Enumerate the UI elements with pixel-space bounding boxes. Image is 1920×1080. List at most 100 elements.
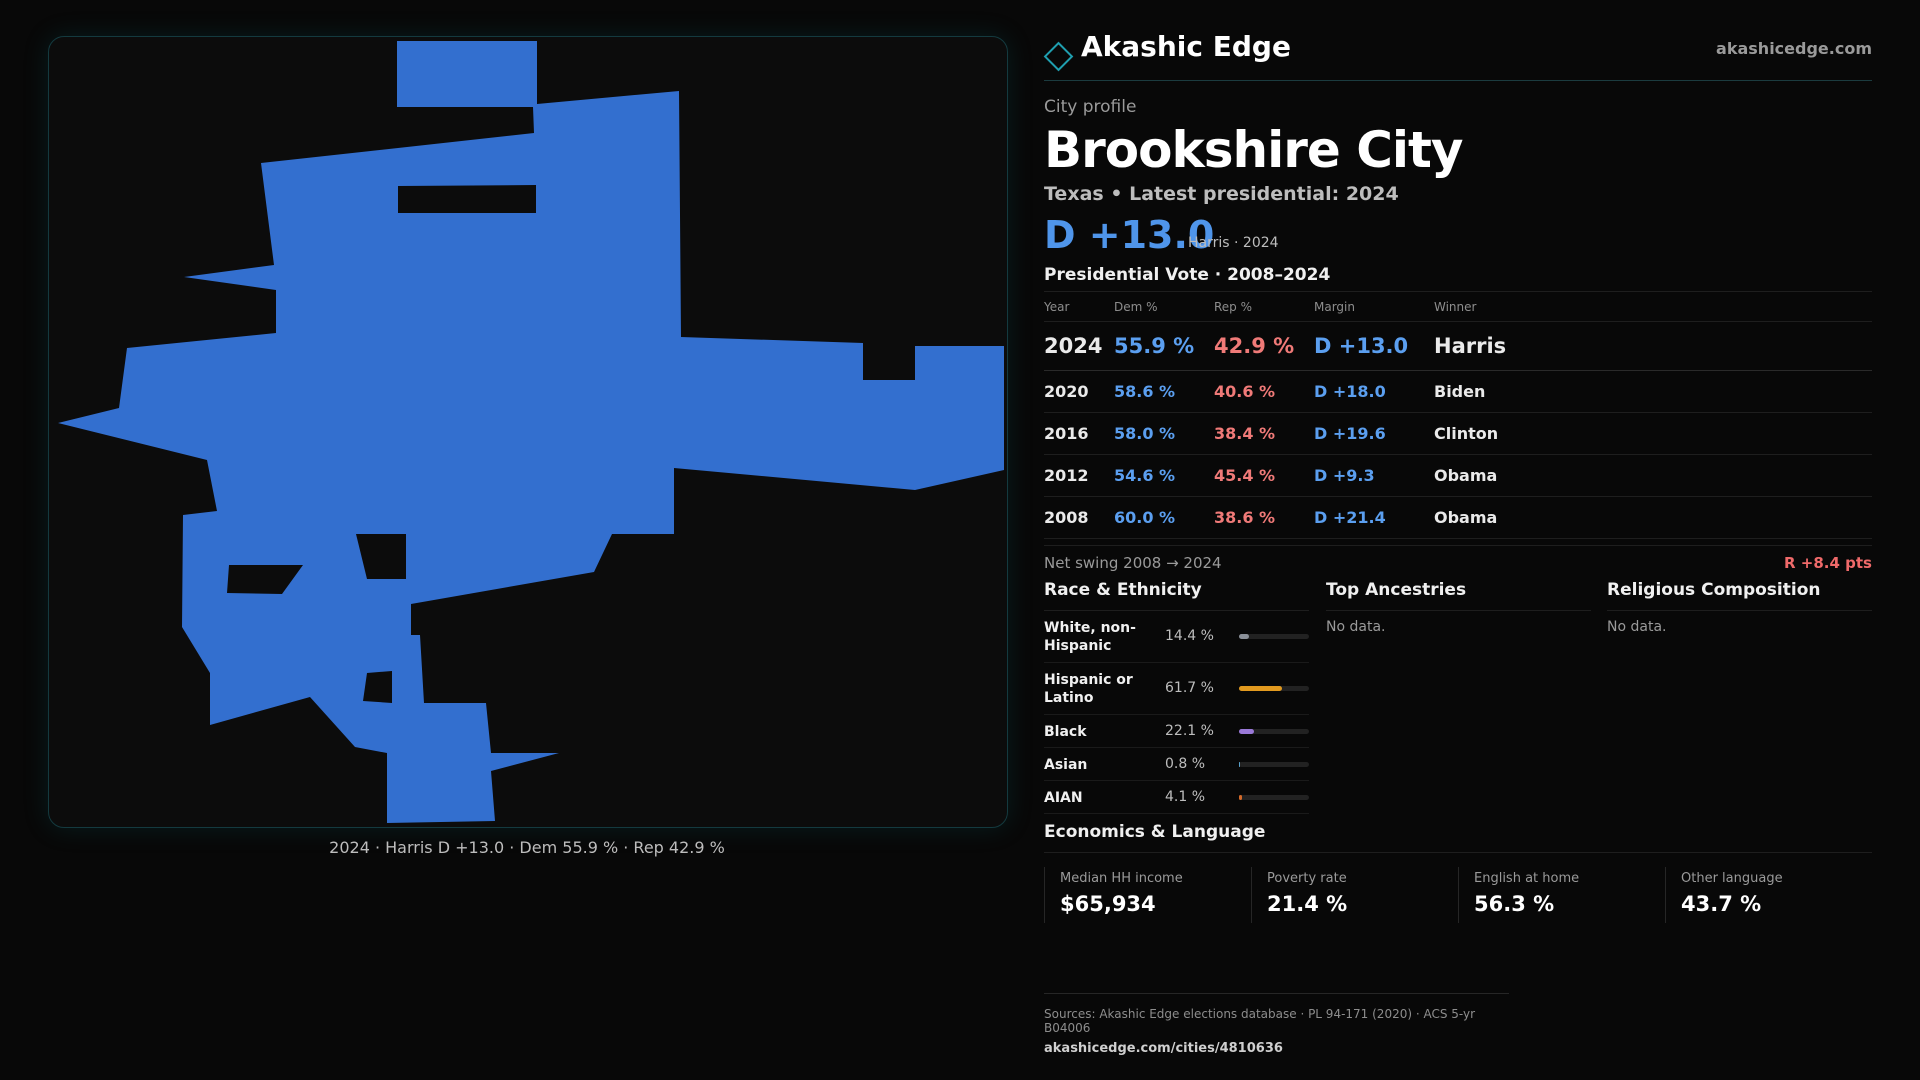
race-bar	[1239, 686, 1309, 691]
row-dem: 58.6 %	[1114, 370, 1214, 413]
row-winner: Biden	[1434, 370, 1872, 413]
religion-empty-text: No data.	[1607, 619, 1667, 635]
ancestry-empty-text: No data.	[1326, 619, 1386, 635]
race-list: White, non-Hispanic 14.4 % Hispanic or Lat…	[1044, 611, 1309, 814]
col-margin: Margin	[1314, 292, 1434, 322]
sources-text: Sources: Akashic Edge elections database…	[1044, 1007, 1476, 1035]
race-label: AIAN	[1044, 790, 1083, 806]
stat-median-income: Median HH income $65,934	[1044, 867, 1252, 923]
race-row: Black 22.1 %	[1044, 715, 1309, 748]
econ-section-title: Economics & Language	[1044, 822, 1266, 842]
city-boundary-shape	[58, 41, 1004, 823]
row-margin: D +13.0	[1314, 321, 1434, 371]
col-year: Year	[1044, 292, 1114, 322]
col-dem: Dem %	[1114, 292, 1214, 322]
vote-table-header: Year Dem % Rep % Margin Winner	[1044, 292, 1872, 322]
race-label: Black	[1044, 724, 1087, 740]
map-caption: 2024 · Harris D +13.0 · Dem 55.9 % · Rep…	[329, 838, 725, 857]
row-year: 2012	[1044, 454, 1114, 497]
row-winner: Clinton	[1434, 412, 1872, 455]
demographics-columns: Race & Ethnicity White, non-Hispanic 14.4…	[1044, 580, 1872, 820]
row-margin: D +21.4	[1314, 496, 1434, 539]
table-row: 2020 58.6 % 40.6 % D +18.0 Biden	[1044, 370, 1872, 413]
race-label: White, non-Hispanic	[1044, 620, 1136, 654]
stat-value: 21.4 %	[1267, 892, 1348, 916]
stat-value: $65,934	[1060, 892, 1156, 916]
row-dem: 55.9 %	[1114, 321, 1214, 371]
race-pct: 14.4 %	[1165, 628, 1214, 644]
row-rep: 40.6 %	[1214, 370, 1314, 413]
brand-url-link[interactable]: akashicedge.com	[1716, 39, 1872, 58]
city-url-link[interactable]: akashicedge.com/cities/4810636	[1044, 1041, 1283, 1056]
row-year: 2008	[1044, 496, 1114, 539]
row-dem: 54.6 %	[1114, 454, 1214, 497]
race-pct: 22.1 %	[1165, 723, 1214, 739]
sources-footer: Sources: Akashic Edge elections database…	[1044, 993, 1509, 1056]
race-pct: 0.8 %	[1165, 756, 1206, 772]
net-swing-label: Net swing 2008 → 2024	[1044, 554, 1222, 572]
race-bar	[1239, 795, 1309, 800]
row-year: 2016	[1044, 412, 1114, 455]
net-swing: Net swing 2008 → 2024 R +8.4 pts	[1044, 545, 1872, 580]
stat-poverty-rate: Poverty rate 21.4 %	[1251, 867, 1459, 923]
stat-english-at-home: English at home 56.3 %	[1458, 867, 1666, 923]
race-section-title: Race & Ethnicity	[1044, 580, 1202, 600]
row-rep: 38.4 %	[1214, 412, 1314, 455]
row-dem: 58.0 %	[1114, 412, 1214, 455]
headline-margin: D +13.0 Harris · 2024	[1044, 213, 1872, 259]
race-label: Hispanic or Latino	[1044, 672, 1133, 706]
row-winner: Obama	[1434, 496, 1872, 539]
profile-kicker: City profile	[1044, 97, 1137, 117]
table-row: 2016 58.0 % 38.4 % D +19.6 Clinton	[1044, 412, 1872, 455]
row-margin: D +19.6	[1314, 412, 1434, 455]
row-winner: Obama	[1434, 454, 1872, 497]
religion-section-header: Religious Composition	[1607, 580, 1872, 611]
col-rep: Rep %	[1214, 292, 1314, 322]
profile-subtitle: Texas • Latest presidential: 2024	[1044, 183, 1399, 205]
race-row: White, non-Hispanic 14.4 %	[1044, 611, 1309, 663]
stat-label: English at home	[1474, 871, 1580, 886]
race-bar	[1239, 762, 1309, 767]
row-rep: 42.9 %	[1214, 321, 1314, 371]
race-section: Race & Ethnicity White, non-Hispanic 14.4…	[1044, 580, 1309, 814]
ancestry-section-header: Top Ancestries	[1326, 580, 1591, 611]
race-row: Hispanic or Latino 61.7 %	[1044, 663, 1309, 715]
row-dem: 60.0 %	[1114, 496, 1214, 539]
stat-label: Median HH income	[1060, 871, 1183, 886]
econ-section-header: Economics & Language	[1044, 822, 1872, 853]
race-bar	[1239, 729, 1309, 734]
brand-name[interactable]: Akashic Edge	[1081, 30, 1291, 63]
race-row: Asian 0.8 %	[1044, 748, 1309, 781]
row-year: 2020	[1044, 370, 1114, 413]
stat-label: Poverty rate	[1267, 871, 1347, 886]
vote-table: Year Dem % Rep % Margin Winner 2024 55.9…	[1044, 292, 1872, 539]
race-bar-fill	[1239, 634, 1250, 639]
race-bar	[1239, 634, 1309, 639]
stat-label: Other language	[1681, 871, 1783, 886]
row-year: 2024	[1044, 321, 1114, 371]
ancestry-section-title: Top Ancestries	[1326, 580, 1467, 600]
race-pct: 61.7 %	[1165, 680, 1214, 696]
vote-section-header: Presidential Vote · 2008–2024	[1044, 265, 1872, 292]
page-title: Brookshire City	[1044, 121, 1464, 179]
econ-stats: Median HH income $65,934 Poverty rate 21…	[1044, 867, 1872, 923]
race-section-header: Race & Ethnicity	[1044, 580, 1309, 611]
row-margin: D +18.0	[1314, 370, 1434, 413]
row-margin: D +9.3	[1314, 454, 1434, 497]
race-row: AIAN 4.1 %	[1044, 781, 1309, 814]
vote-section-title: Presidential Vote · 2008–2024	[1044, 265, 1331, 285]
stat-other-language: Other language 43.7 %	[1665, 867, 1873, 923]
religion-section: Religious Composition No data.	[1607, 580, 1872, 635]
religion-section-title: Religious Composition	[1607, 580, 1821, 600]
table-row: 2024 55.9 % 42.9 % D +13.0 Harris	[1044, 321, 1872, 371]
city-map[interactable]	[48, 36, 1008, 828]
net-swing-value: R +8.4 pts	[1784, 554, 1872, 572]
row-rep: 38.6 %	[1214, 496, 1314, 539]
stat-value: 43.7 %	[1681, 892, 1762, 916]
race-pct: 4.1 %	[1165, 789, 1206, 805]
table-row: 2008 60.0 % 38.6 % D +21.4 Obama	[1044, 496, 1872, 539]
stat-value: 56.3 %	[1474, 892, 1555, 916]
col-winner: Winner	[1434, 292, 1872, 322]
race-bar-fill	[1239, 686, 1283, 691]
headline-margin-value: D +13.0	[1044, 213, 1215, 257]
